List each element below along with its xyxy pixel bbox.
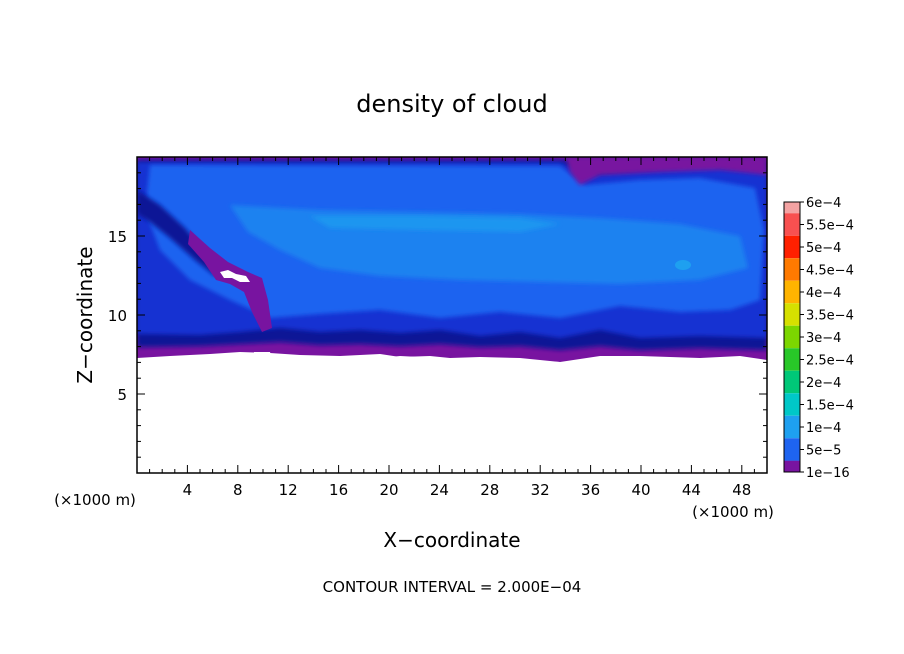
clear-air-region xyxy=(137,352,767,473)
colorbar-swatch xyxy=(784,213,800,236)
colorbar-swatch xyxy=(784,370,800,394)
x-tick-label: 36 xyxy=(581,481,600,499)
y-tick-label: 5 xyxy=(117,386,127,404)
x-unit-right: (×1000 m) xyxy=(692,503,774,521)
colorbar-swatch xyxy=(784,202,800,214)
colorbar-swatch xyxy=(784,348,800,371)
x-unit-left: (×1000 m) xyxy=(54,491,136,509)
y-tick-label: 15 xyxy=(108,228,127,246)
colorbar-label: 1.5e−4 xyxy=(806,399,854,414)
colorbar-label: 5e−4 xyxy=(806,241,841,256)
cloud-bright-spot xyxy=(675,260,691,270)
y-axis: 5 10 15 xyxy=(108,172,767,458)
colorbar-label: 1e−16 xyxy=(806,466,850,481)
colorbar-swatch-bottom xyxy=(784,460,800,472)
chart-title: density of cloud xyxy=(356,90,547,118)
colorbar-label: 1e−4 xyxy=(806,421,841,436)
cloud-hole xyxy=(220,270,250,282)
contour-field xyxy=(137,157,767,473)
cloud-upper-right-patch xyxy=(566,157,767,185)
x-tick-label: 40 xyxy=(631,481,650,499)
x-tick-label: 44 xyxy=(682,481,701,499)
colorbar-label: 2.5e−4 xyxy=(806,354,854,369)
x-tick-label: 48 xyxy=(732,481,751,499)
cloud-diagonal-streak xyxy=(188,230,272,332)
colorbar-swatch xyxy=(784,325,800,349)
x-tick-label: 16 xyxy=(329,481,348,499)
colorbar-label: 5.5e−4 xyxy=(806,219,854,234)
colorbar-label: 4.5e−4 xyxy=(806,264,854,279)
x-axis-label: X−coordinate xyxy=(383,528,520,552)
y-tick-label: 10 xyxy=(108,307,127,325)
x-tick-label: 20 xyxy=(379,481,398,499)
x-tick-label: 24 xyxy=(430,481,449,499)
cloud-bright-core xyxy=(310,216,560,232)
y-axis-label: Z−coordinate xyxy=(73,246,97,383)
colorbar-label: 2e−4 xyxy=(806,376,841,391)
colorbar-swatch xyxy=(784,235,800,259)
colorbar-label: 3.5e−4 xyxy=(806,309,854,324)
contour-interval: CONTOUR INTERVAL = 2.000E−04 xyxy=(323,578,582,596)
x-tick-label: 28 xyxy=(480,481,499,499)
colorbar-swatch xyxy=(784,280,800,304)
colorbar-swatch xyxy=(784,415,800,439)
colorbar: 6e−4 5.5e−4 5e−4 4.5e−4 4e−4 3.5e−4 3e−4 2.5e−4… xyxy=(783,196,854,481)
colorbar-label: 3e−4 xyxy=(806,331,841,346)
colorbar-swatch xyxy=(784,438,800,461)
colorbar-swatch xyxy=(784,303,800,326)
colorbar-label: 5e−5 xyxy=(806,444,841,459)
colorbar-swatch xyxy=(784,258,800,281)
x-tick-label: 32 xyxy=(531,481,550,499)
x-tick-label: 8 xyxy=(233,481,243,499)
x-tick-label: 4 xyxy=(183,481,193,499)
colorbar-label: 6e−4 xyxy=(806,196,841,211)
colorbar-swatch xyxy=(784,393,800,416)
x-tick-label: 12 xyxy=(279,481,298,499)
colorbar-label: 4e−4 xyxy=(806,286,841,301)
x-axis: 4 8 12 16 20 24 28 32 36 40 44 48 xyxy=(149,157,755,499)
